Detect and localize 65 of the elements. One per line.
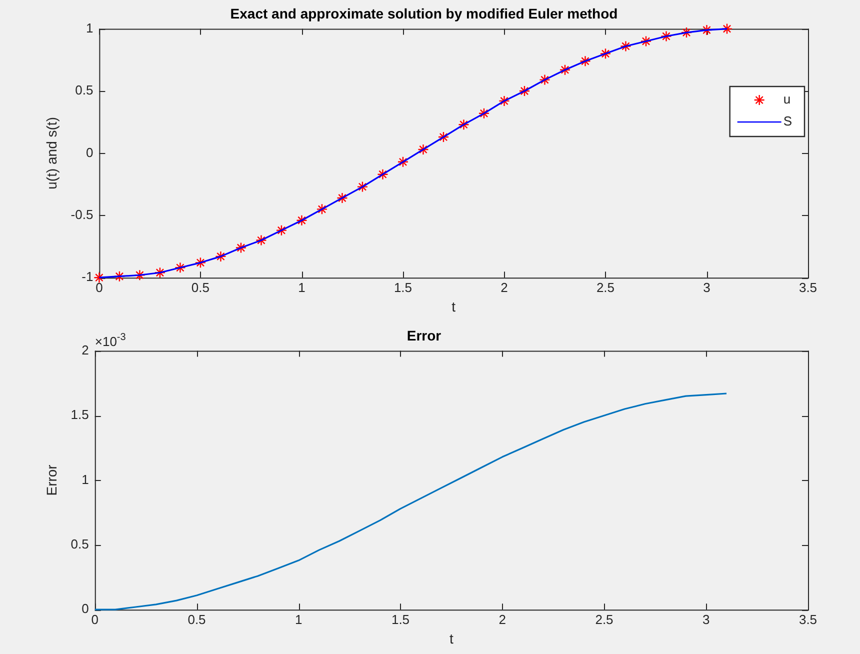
legend-label: u xyxy=(783,92,791,107)
point xyxy=(600,48,612,60)
legend-label: S xyxy=(783,114,792,129)
x-tick-label: 1 xyxy=(298,280,306,295)
y-tick-label: 1 xyxy=(82,472,89,487)
point xyxy=(701,24,712,36)
point xyxy=(377,168,388,180)
point xyxy=(256,234,267,246)
point xyxy=(418,144,429,156)
x-tick-label: 3 xyxy=(703,280,710,295)
point xyxy=(518,85,530,97)
point xyxy=(559,64,571,76)
point xyxy=(296,214,308,226)
point xyxy=(539,74,550,86)
point xyxy=(580,56,591,67)
y-tick-label: 0.5 xyxy=(70,536,89,552)
point xyxy=(458,118,470,130)
point xyxy=(194,257,206,268)
point xyxy=(215,250,226,262)
point xyxy=(94,272,105,284)
y-tick-label: 1.5 xyxy=(70,407,89,422)
point xyxy=(478,108,490,119)
point xyxy=(336,192,348,204)
x-tick-label: 2 xyxy=(498,612,506,627)
x-axis-title: t xyxy=(452,298,456,314)
y-axis-title: Error xyxy=(43,464,60,496)
point xyxy=(680,26,692,38)
point xyxy=(660,30,672,42)
point xyxy=(721,23,733,34)
point xyxy=(276,224,288,236)
x-tick-label: 1.5 xyxy=(391,612,410,627)
point xyxy=(397,156,409,168)
x-tick-label: 2 xyxy=(500,280,508,295)
x-tick-label: 3.5 xyxy=(798,280,818,295)
x-tick-label: 1 xyxy=(295,612,302,627)
point xyxy=(316,204,328,215)
point xyxy=(154,267,166,278)
x-axis-title: t xyxy=(449,630,454,646)
point xyxy=(640,36,652,47)
x-tick-label: 0 xyxy=(96,280,103,295)
x-tick-label: 0.5 xyxy=(188,612,206,627)
point xyxy=(498,95,510,107)
point xyxy=(174,262,186,274)
x-tick-label: 2.5 xyxy=(596,280,615,295)
y-tick-label: -0.5 xyxy=(70,206,94,222)
y-tick-label: 2 xyxy=(82,342,89,358)
y-tick-label: 0 xyxy=(82,601,89,616)
y-axis-title: u(t) and s(t) xyxy=(43,117,60,190)
point xyxy=(620,40,632,52)
x-tick-label: 0.5 xyxy=(191,280,210,295)
point xyxy=(114,270,126,282)
point xyxy=(235,242,247,254)
x-tick-label: 1.5 xyxy=(394,280,412,295)
point xyxy=(134,270,146,281)
y-tick-label: 0.5 xyxy=(75,82,94,98)
x-tick-label: 3 xyxy=(702,612,710,627)
point xyxy=(356,181,368,192)
x-tick-label: 3.5 xyxy=(798,612,818,627)
chart-title: Exact and approximate solution by modified Euler method xyxy=(230,5,618,22)
y-tick-label: 0 xyxy=(86,144,94,160)
y-tick-label: 1 xyxy=(86,20,94,36)
point xyxy=(438,131,450,143)
x-tick-label: 2.5 xyxy=(595,612,614,627)
chart-title: Error xyxy=(406,327,442,344)
y-tick-label: -1 xyxy=(82,269,94,284)
